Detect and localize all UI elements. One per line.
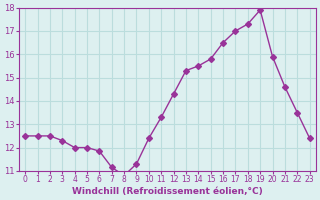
X-axis label: Windchill (Refroidissement éolien,°C): Windchill (Refroidissement éolien,°C): [72, 187, 263, 196]
